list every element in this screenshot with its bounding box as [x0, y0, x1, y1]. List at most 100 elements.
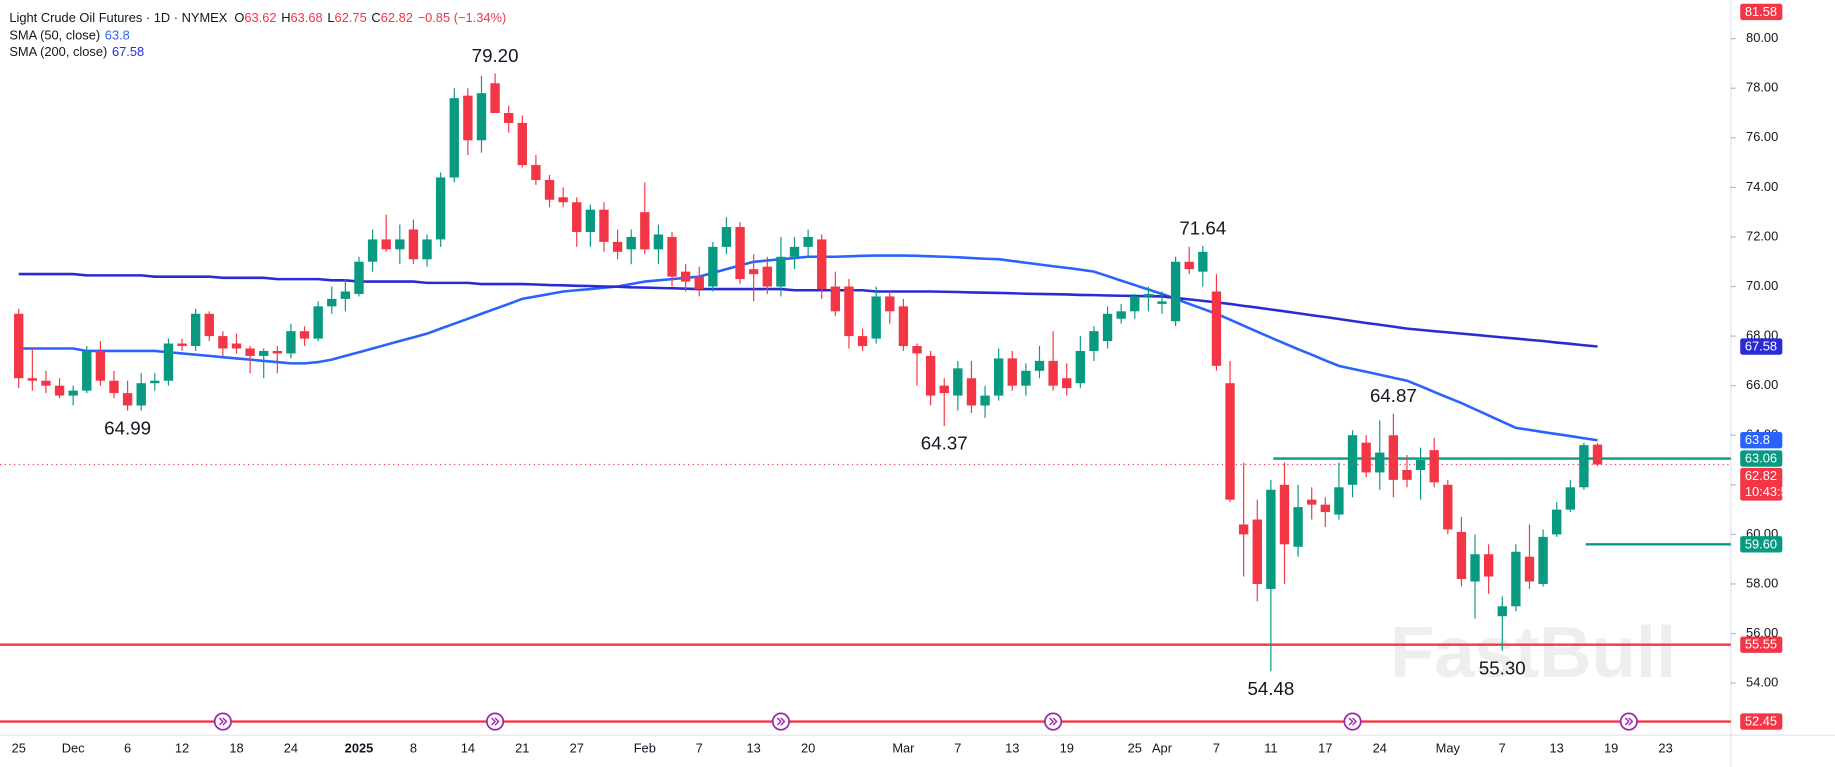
candle-body: [1157, 301, 1167, 304]
ohlc-label: O: [234, 10, 244, 25]
candle-body: [667, 236, 677, 277]
candle-body: [1415, 460, 1426, 470]
candle-body: [517, 122, 527, 166]
candle-body: [735, 227, 745, 280]
price-annotation: 64.87: [1370, 385, 1417, 406]
price-change: −0.85 (−1.34%): [418, 10, 507, 25]
x-tick-label: 17: [1318, 741, 1332, 756]
candle-body: [1184, 261, 1194, 270]
candle-body: [844, 286, 854, 337]
candle-body: [1075, 350, 1086, 384]
x-tick-label: 7: [954, 741, 961, 756]
candle-body: [1307, 499, 1317, 505]
candle-body: [1130, 296, 1140, 312]
candle-body: [912, 346, 922, 354]
candle-body: [1538, 536, 1548, 584]
candle-body: [122, 393, 133, 406]
y-tick-label: 74.00: [1746, 179, 1778, 194]
candle-body: [1402, 469, 1412, 480]
candle-body: [830, 286, 841, 312]
x-tick-label: 13: [747, 741, 761, 756]
x-tick-label: 2025: [345, 741, 374, 756]
candle-body: [490, 83, 500, 114]
candle-body: [1565, 487, 1575, 510]
x-tick-label: Dec: [62, 741, 85, 756]
price-box-label: 63.06: [1745, 451, 1777, 466]
legend-entry: SMA (50, close) 63.8: [9, 28, 129, 43]
chart-title: Light Crude Oil Futures · 1D · NYMEX: [9, 10, 227, 25]
event-icon-arrow: [776, 717, 786, 726]
candle-body: [708, 246, 718, 287]
candle-body: [68, 390, 78, 396]
legend-value: 63.8: [105, 28, 130, 43]
y-tick-label: 80.00: [1746, 30, 1778, 45]
candle-body: [993, 358, 1004, 396]
candle-body: [299, 331, 310, 339]
price-box: [1740, 3, 1783, 21]
y-tick-label: 70.00: [1746, 278, 1778, 293]
candle-body: [1238, 524, 1249, 535]
candle-body: [1211, 291, 1222, 366]
candle-body: [1347, 435, 1358, 485]
ohlc-value: 62.82: [381, 10, 413, 25]
candle-body: [817, 239, 827, 290]
x-tick-label: 7: [1499, 741, 1506, 756]
ohlc-value: 63.68: [291, 10, 323, 25]
x-tick-label: May: [1436, 741, 1461, 756]
candle-body: [1443, 484, 1453, 530]
price-annotation: 79.20: [472, 45, 519, 66]
candle-body: [245, 348, 255, 356]
candle-body: [1252, 519, 1262, 584]
candle-body: [136, 383, 146, 406]
candle-body: [803, 236, 813, 247]
candle-body: [1089, 331, 1099, 351]
candle-body: [1034, 360, 1045, 371]
y-tick-label: 72.00: [1746, 228, 1778, 243]
x-tick-label: 11: [1264, 741, 1277, 756]
x-tick-label: 24: [284, 741, 298, 756]
candle-body: [367, 239, 378, 262]
price-box: [1740, 450, 1783, 467]
candle-body: [381, 239, 391, 250]
candle-body: [721, 227, 732, 247]
x-tick-label: 7: [696, 741, 703, 756]
price-box-label: 55.55: [1745, 637, 1777, 652]
price-box: [1740, 713, 1783, 730]
price-box-label: 62.82: [1745, 468, 1777, 483]
candle-body: [640, 212, 650, 250]
ohlc-label: H: [281, 10, 290, 25]
x-tick-label: Feb: [634, 741, 656, 756]
candle-body: [980, 395, 990, 406]
x-tick-label: 6: [124, 741, 131, 756]
candle-body: [150, 380, 160, 384]
candle-body: [1483, 554, 1494, 577]
candle-body: [1198, 251, 1208, 272]
candle-body: [776, 256, 786, 287]
y-tick-label: 66.00: [1746, 377, 1778, 392]
price-annotation: 54.48: [1247, 678, 1294, 699]
candle-body: [1007, 358, 1017, 386]
legend-name: SMA (50, close): [9, 28, 100, 43]
candle-body: [749, 269, 759, 275]
x-tick-label: Apr: [1152, 741, 1173, 756]
candle-body: [694, 276, 704, 290]
countdown: 10:43:53: [1745, 484, 1795, 499]
candle-body: [27, 378, 38, 381]
price-annotation: 64.37: [921, 433, 968, 454]
candle-body: [558, 197, 568, 203]
candle-body: [953, 368, 963, 396]
candle-body: [898, 306, 909, 347]
candle-body: [163, 343, 174, 381]
candle-body: [1592, 444, 1603, 465]
y-tick-label: 58.00: [1746, 575, 1778, 590]
candle-body: [354, 261, 364, 294]
legend-value: 67.58: [112, 44, 144, 59]
candle-body: [95, 350, 106, 381]
candle-body: [476, 93, 487, 141]
sma-line: [18, 272, 1598, 348]
candle-body: [1334, 487, 1344, 515]
candle-body: [408, 229, 419, 260]
candle-body: [1456, 531, 1467, 580]
event-icon-arrow: [1348, 717, 1358, 726]
